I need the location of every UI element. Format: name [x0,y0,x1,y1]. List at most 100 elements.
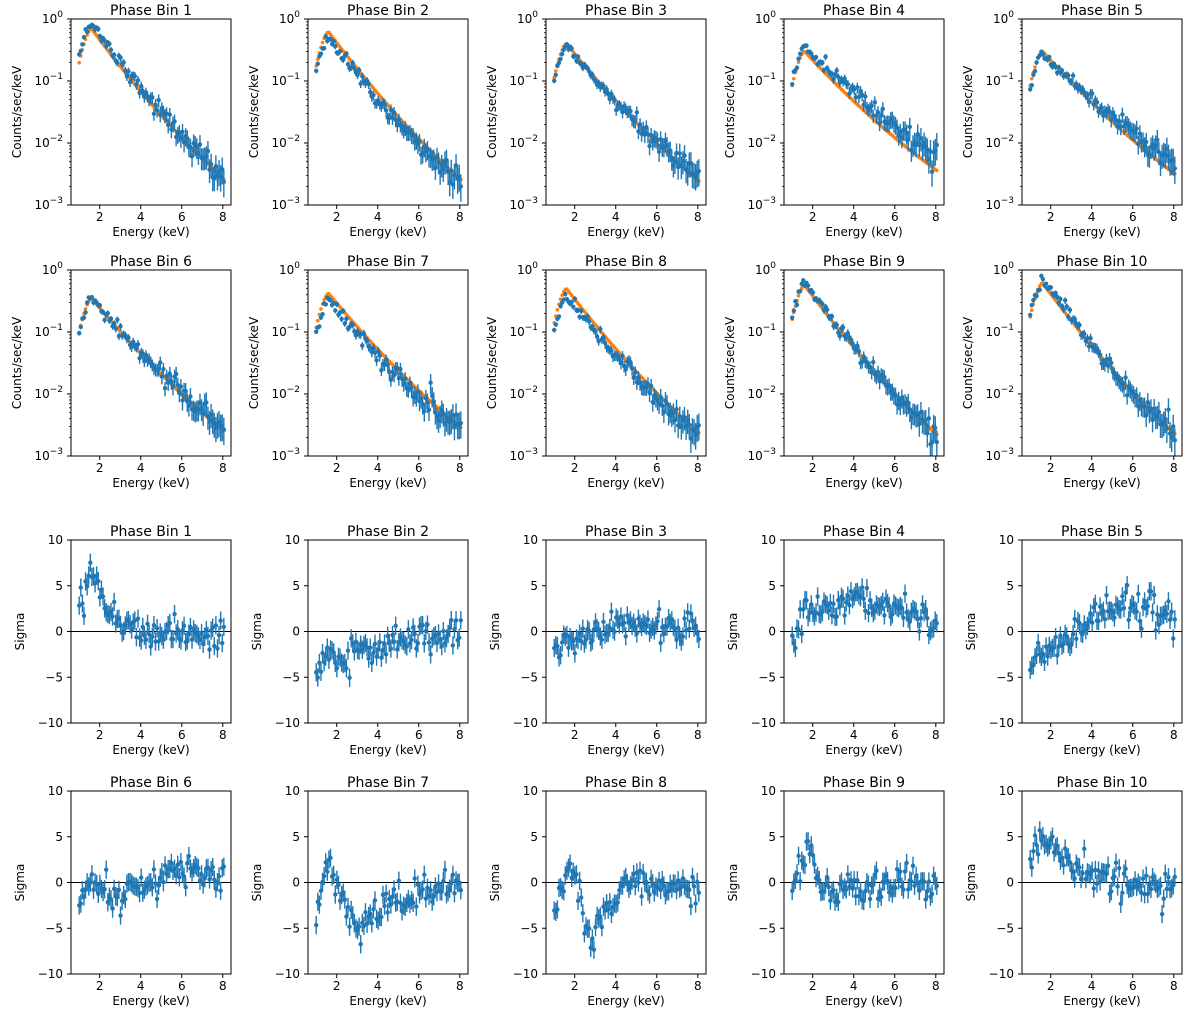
y-tick-label: 0 [292,876,300,890]
y-axis-label: Counts/sec/keV [247,316,261,409]
data-point [1089,91,1095,96]
data-point [593,328,598,334]
y-tick-label: −5 [996,670,1014,684]
residual-point [579,895,584,900]
x-tick-label: 2 [809,461,817,475]
data-point [571,304,576,309]
spectra-panel-9: 2 4 6 8 10−3 10−2 10−1 100 Phase Bin 9 Energy (ke… [723,254,945,490]
data-point [682,153,687,158]
data-point [677,151,682,156]
residual-point [845,872,851,877]
residual-point [221,624,227,630]
residual-point [925,616,930,621]
x-axis-label: Energy (keV) [112,476,189,490]
data-point [361,331,367,336]
x-tick-label: 8 [456,979,464,993]
x-tick-label: 8 [694,461,702,475]
residual-point [439,643,444,649]
data-point [569,46,574,51]
plot-area [71,553,231,659]
residual-point [358,942,363,947]
x-tick-label: 4 [1088,210,1096,224]
spectra-panel-6: 2 4 6 8 10−3 10−2 10−1 100 Phase Bin 6 Energy (ke… [10,254,232,490]
residual-point [633,883,638,889]
data-point [318,51,324,56]
residual-point [797,878,803,884]
data-point [1061,307,1066,312]
y-axis-label: Sigma [488,613,502,651]
x-tick-label: 8 [1170,210,1178,224]
residual-point [383,652,389,657]
model-point [319,307,323,311]
x-tick-label: 4 [850,728,858,742]
data-point [882,374,887,380]
residual-point [867,896,873,902]
residual-point [609,609,614,614]
data-point [585,314,590,319]
residual-point [583,637,589,642]
data-point [100,309,106,315]
residuals-panel-8: 2 4 6 8 −10 −5 0 5 10 Phase Bin 8 Energy (keV) Sigm… [488,775,707,1008]
panel-title: Phase Bin 4 [823,3,905,19]
x-axis-label: Energy (keV) [112,994,189,1008]
data-point [553,72,558,78]
data-point [333,308,338,313]
residual-point [409,637,414,643]
x-tick-label: 2 [571,210,579,224]
residual-point [1169,609,1174,614]
residual-point [364,645,370,650]
residual-point [558,653,563,658]
data-point [855,85,860,90]
data-point [1028,87,1033,92]
x-tick-label: 2 [96,728,104,742]
model-point [77,60,82,65]
data-point [178,384,184,389]
x-axis-label: Energy (keV) [112,225,189,239]
x-tick-label: 2 [333,979,341,993]
data-point [388,107,394,113]
model-point [85,33,89,37]
residual-point [561,889,566,894]
data-point [328,297,333,303]
x-tick-label: 6 [891,461,899,475]
residual-point [634,631,640,636]
plot-area [77,22,227,198]
residual-point [215,646,220,651]
data-point [596,339,601,344]
residual-point [586,926,592,931]
data-point [1085,93,1090,98]
residual-point [314,922,319,928]
residual-point [100,594,106,599]
x-tick-label: 4 [612,461,620,475]
data-point [221,179,227,185]
residual-point [218,888,223,893]
data-point [221,427,227,432]
data-point [810,290,816,295]
data-point [320,311,325,317]
model-point [796,60,801,64]
y-tick-label: 10 [48,784,63,798]
residual-point [372,898,378,903]
x-axis-label: Energy (keV) [112,743,189,757]
y-tick-label: 100 [279,261,300,277]
residual-point [379,914,384,920]
residual-point [1126,617,1131,623]
data-point [1123,375,1128,380]
plot-area [546,854,706,959]
data-point [323,301,328,307]
residual-point [361,923,367,929]
residual-point [344,666,349,671]
residual-point [423,896,429,901]
data-point [664,401,670,406]
plot-area [552,42,702,191]
data-point [552,327,557,333]
data-point [197,142,203,147]
residual-point [150,634,155,639]
data-point [556,314,562,319]
data-point [398,366,403,372]
residual-point [145,621,150,627]
residual-point [331,872,336,878]
x-tick-label: 2 [96,461,104,475]
residual-point [393,623,398,629]
axes-frame [783,269,945,457]
